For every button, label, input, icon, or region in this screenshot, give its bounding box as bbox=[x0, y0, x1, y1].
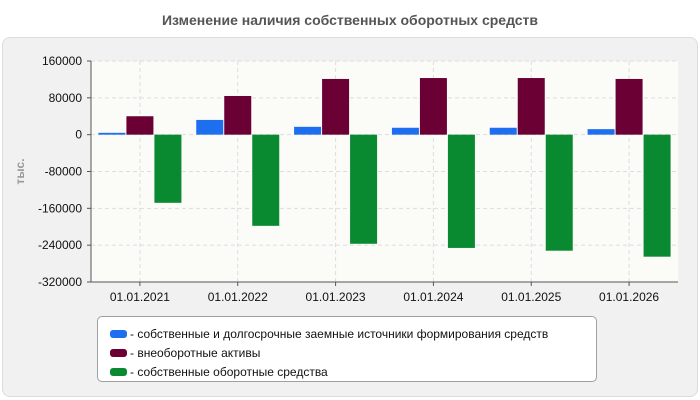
legend: - собственные и долгосрочные заемные ист… bbox=[97, 316, 597, 382]
x-tick-label: 01.01.2023 bbox=[306, 290, 366, 304]
bar-noncurrent-assets bbox=[419, 78, 447, 135]
bars bbox=[98, 78, 671, 257]
bar-working-capital bbox=[643, 134, 671, 257]
bar-noncurrent-assets bbox=[615, 78, 643, 135]
bar-working-capital bbox=[154, 134, 182, 203]
plot-area bbox=[91, 61, 678, 282]
bar-working-capital bbox=[545, 134, 573, 251]
y-tick-label: -320000 bbox=[38, 275, 82, 289]
bar-sources bbox=[294, 126, 322, 135]
x-tick-label: 01.01.2021 bbox=[110, 290, 170, 304]
y-axis-title: тыс. bbox=[13, 158, 27, 184]
bar-noncurrent-assets bbox=[517, 78, 545, 135]
y-tick-label: -80000 bbox=[45, 165, 83, 179]
bar-noncurrent-assets bbox=[322, 78, 350, 135]
x-tick-label: 01.01.2025 bbox=[501, 290, 561, 304]
legend-swatch-sources bbox=[110, 329, 127, 338]
legend-label-sources: - собственные и долгосрочные заемные ист… bbox=[130, 326, 549, 341]
x-tick-label: 01.01.2024 bbox=[403, 290, 463, 304]
axes bbox=[87, 60, 678, 286]
legend-label-noncurrent-assets: - внеоборотные активы bbox=[130, 345, 261, 360]
bar-sources bbox=[391, 127, 419, 135]
legend-swatch-working-capital bbox=[110, 367, 127, 376]
legend-item-working-capital: - собственные оборотные средства bbox=[110, 362, 596, 381]
y-tick-label: -240000 bbox=[38, 238, 82, 252]
bar-working-capital bbox=[252, 134, 280, 226]
y-tick-label: 160000 bbox=[42, 54, 82, 68]
bar-sources bbox=[196, 119, 224, 135]
bar-noncurrent-assets bbox=[224, 95, 252, 135]
legend-item-sources: - собственные и долгосрочные заемные ист… bbox=[110, 324, 596, 343]
legend-label-working-capital: - собственные оборотные средства bbox=[130, 364, 328, 379]
tick-labels: 160000 80000 0 -80000 -160000 -240000 -320000 0… bbox=[38, 54, 659, 304]
y-tick-label: -160000 bbox=[38, 201, 82, 215]
y-tick-label: 0 bbox=[75, 128, 82, 142]
x-tick-label: 01.01.2022 bbox=[208, 290, 268, 304]
bar-working-capital bbox=[350, 134, 378, 244]
legend-item-noncurrent-assets: - внеоборотные активы bbox=[110, 343, 596, 362]
bar-sources bbox=[489, 127, 517, 135]
bar-sources bbox=[98, 132, 126, 135]
bar-sources bbox=[587, 129, 615, 135]
legend-swatch-noncurrent-assets bbox=[110, 348, 127, 357]
x-tick-label: 01.01.2026 bbox=[599, 290, 659, 304]
y-tick-label: 80000 bbox=[49, 91, 83, 105]
chart-title: Изменение наличия собственных оборотных … bbox=[161, 12, 539, 28]
bar-noncurrent-assets bbox=[126, 116, 154, 135]
bar-working-capital bbox=[447, 134, 475, 248]
